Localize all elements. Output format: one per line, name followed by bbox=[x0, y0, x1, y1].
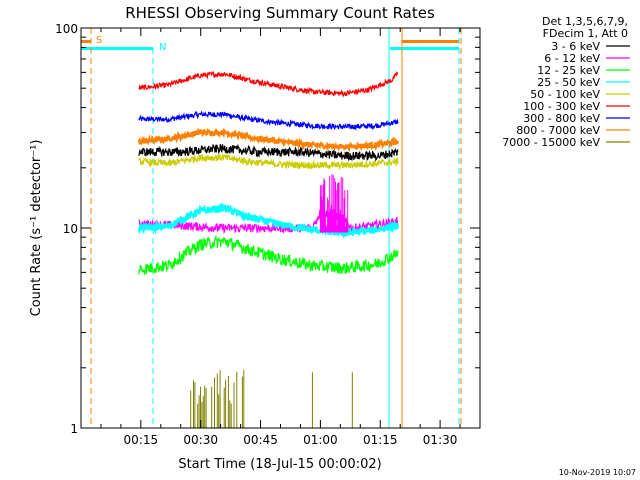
legend-entry-label: 6 - 12 keV bbox=[544, 52, 600, 65]
y-tick-label: 10 bbox=[63, 222, 78, 236]
night-flag-bar-end bbox=[390, 47, 459, 50]
x-tick-label: 01:15 bbox=[363, 433, 398, 447]
series-line bbox=[137, 127, 399, 153]
x-tick-label: 00:45 bbox=[243, 433, 278, 447]
saa-flag-bar-end bbox=[402, 40, 459, 43]
legend-header-line: FDecim 1, Att 0 bbox=[543, 27, 628, 40]
series-layer bbox=[137, 70, 399, 428]
saa-flag-bar bbox=[81, 40, 91, 43]
legend-header-line: Det 1,3,5,6,7,9, bbox=[542, 15, 628, 28]
series-line bbox=[138, 70, 399, 98]
night-flag-bar bbox=[81, 47, 153, 50]
series-spikes bbox=[190, 369, 353, 428]
legend-entry-label: 12 - 25 keV bbox=[537, 64, 600, 77]
x-axis-label: Start Time (18-Jul-15 00:00:02) bbox=[178, 457, 381, 472]
legend-entry-label: 300 - 800 keV bbox=[523, 112, 600, 125]
legend-entry-label: 50 - 100 keV bbox=[530, 88, 600, 101]
y-axis-label: Count Rate (s⁻¹ detector⁻¹) bbox=[29, 140, 44, 317]
x-tick-label: 01:00 bbox=[303, 433, 338, 447]
legend-entry-label: 100 - 300 keV bbox=[523, 100, 600, 113]
x-tick-label: 00:30 bbox=[183, 433, 218, 447]
flag-bars: S N bbox=[81, 35, 459, 53]
legend-entry-label: 7000 - 15000 keV bbox=[502, 136, 600, 149]
legend-entry-label: 800 - 7000 keV bbox=[516, 124, 600, 137]
legend: Det 1,3,5,6,7,9,FDecim 1, Att 03 - 6 keV… bbox=[502, 15, 630, 149]
x-tick-label: 00:15 bbox=[124, 433, 159, 447]
legend-entry-label: 3 - 6 keV bbox=[551, 40, 600, 53]
series-burst bbox=[319, 174, 349, 233]
y-tick-label: 100 bbox=[55, 22, 78, 36]
night-flag-label: N bbox=[159, 42, 166, 53]
series-line bbox=[138, 143, 399, 162]
y-tick-label: 1 bbox=[70, 422, 78, 436]
series-line bbox=[138, 153, 399, 171]
x-tick-label: 01:30 bbox=[423, 433, 458, 447]
saa-flag-label: S bbox=[96, 35, 102, 46]
series-line bbox=[138, 110, 399, 131]
footer-date: 10-Nov-2019 10:07 bbox=[559, 468, 636, 477]
legend-entry-label: 25 - 50 keV bbox=[537, 76, 600, 89]
series-line bbox=[137, 202, 399, 239]
series-line bbox=[138, 234, 399, 275]
chart-title: RHESSI Observing Summary Count Rates bbox=[125, 4, 435, 22]
axis-layer: 00:15 00:30 00:45 01:00 01:15 01:30 1 10 100 bbox=[55, 22, 480, 447]
